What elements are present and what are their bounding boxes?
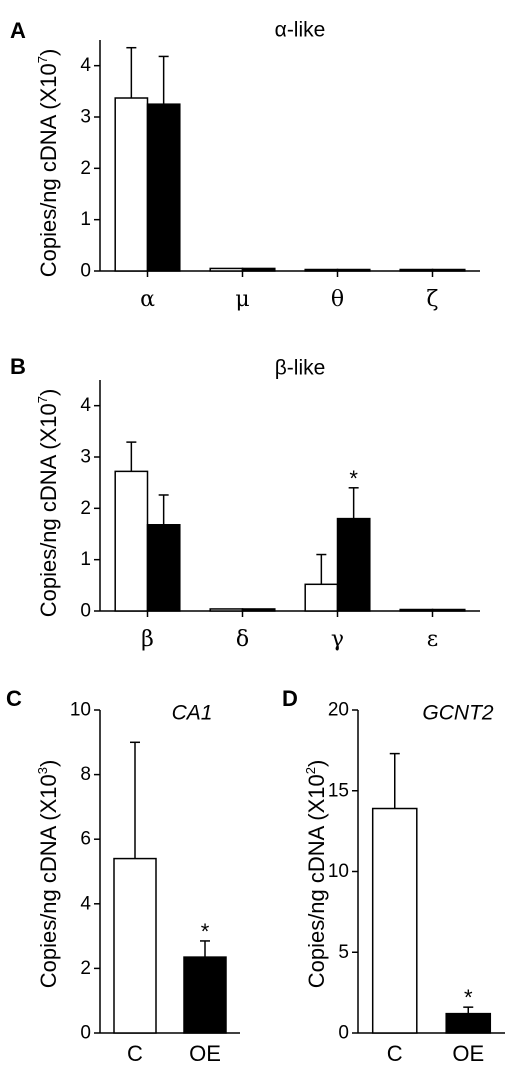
y-tick-label: 2 [80,958,91,979]
bar [399,268,434,272]
y-tick-label: 0 [80,261,91,282]
category-label: C [127,1041,143,1066]
significance-marker: * [349,466,358,491]
chart-title: β-like [275,356,326,379]
bar [114,470,149,612]
significance-marker: * [201,919,210,944]
y-tick-label: 4 [80,893,91,914]
bar [445,1012,492,1034]
category-label: γ [331,627,344,652]
bar [431,268,466,272]
category-label: OE [189,1041,221,1066]
category-label: δ [236,627,249,652]
bar [146,524,181,612]
y-tick-label: 3 [80,107,91,128]
y-tick-label: 20 [328,700,349,721]
bar [241,267,276,272]
y-tick-label: 0 [338,1023,349,1044]
category-label: β [141,627,154,652]
y-tick-label: 10 [70,700,91,721]
bar [209,608,244,612]
bar [336,268,371,272]
y-tick-label: 15 [328,780,349,801]
y-tick-label: 1 [80,549,91,570]
panel-c: C CA1 Copies/ng cDNA (X103) 0 2 4 6 8 10 C OE * [6,686,240,1066]
category-label: C [387,1041,403,1066]
panel-letter: A [10,18,26,43]
bar [241,608,276,612]
y-tick-label: 2 [80,498,91,519]
bar [209,267,244,272]
panel-letter: B [10,354,26,379]
panel-d: D GCNT2 Copies/ng cDNA (X102) 0 5 10 15 20 C OE * [282,686,505,1066]
bar [304,268,339,272]
panel-letter: D [282,686,298,711]
bar [336,517,371,612]
panel-letter: C [6,686,22,711]
y-tick-label: 4 [80,55,91,76]
y-axis-label: Copies/ng cDNA (X107) [35,389,61,618]
y-axis-label: Copies/ng cDNA (X103) [35,760,61,989]
category-label: OE [452,1041,484,1066]
y-tick-label: 10 [328,861,349,882]
bar [431,608,466,612]
y-tick-label: 0 [80,1023,91,1044]
bar [399,608,434,612]
y-tick-label: 1 [80,209,91,230]
y-tick-label: 2 [80,158,91,179]
y-axis-label: Copies/ng cDNA (X107) [35,49,61,278]
category-label: α [140,287,155,312]
y-axis-label: Copies/ng cDNA (X102) [303,760,329,989]
chart-title: GCNT2 [422,701,493,724]
significance-marker: * [464,985,473,1010]
bar [146,103,181,272]
y-tick-label: 5 [338,942,349,963]
bar [371,807,418,1034]
y-tick-label: 8 [80,764,91,785]
category-label: ζ [427,287,439,312]
category-label: θ [331,287,344,312]
bar [113,857,157,1034]
category-label: μ [235,287,249,312]
bar [304,583,339,612]
chart-title: CA1 [172,701,213,724]
y-tick-label: 3 [80,447,91,468]
y-tick-label: 4 [80,395,91,416]
bar [183,956,227,1034]
y-tick-label: 6 [80,829,91,850]
bar [114,97,149,272]
category-label: ε [427,627,438,652]
chart-title: α-like [275,18,326,41]
y-tick-label: 0 [80,601,91,622]
